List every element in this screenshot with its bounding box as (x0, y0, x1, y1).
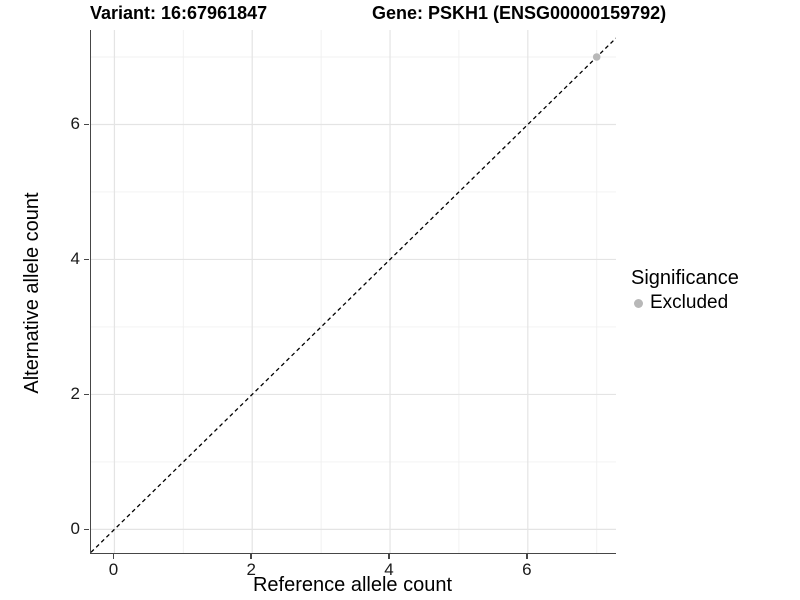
legend-item-excluded: Excluded (631, 292, 739, 314)
chart-title-variant: Variant: 16:67961847 (90, 3, 268, 23)
x-tick-label: 0 (108, 560, 119, 579)
y-axis-tick (84, 393, 89, 396)
identity-dashed-line (91, 37, 616, 553)
x-tick-label: 2 (246, 560, 256, 579)
legend: Significance Excluded (631, 266, 739, 314)
x-tick-label: 4 (384, 560, 394, 579)
y-axis-tick (84, 123, 89, 126)
y-axis-title: Alternative allele count (21, 192, 43, 394)
x-axis-title: Reference allele count (252, 574, 452, 596)
y-axis-tick (84, 528, 89, 531)
y-axis-tick (84, 258, 89, 261)
data-point-excluded (592, 53, 601, 61)
legend-point-icon (634, 298, 643, 308)
legend-item-label: Excluded (650, 292, 729, 313)
x-axis-tick (250, 554, 252, 559)
x-tick-label: 6 (522, 560, 532, 579)
y-tick-label: 4 (70, 249, 80, 269)
y-tick-label: 0 (70, 519, 80, 539)
plot-panel (90, 30, 616, 554)
y-tick-label: 2 (70, 384, 80, 404)
x-axis-tick (112, 554, 115, 559)
y-tick-label: 6 (70, 114, 80, 134)
legend-title: Significance (631, 267, 739, 289)
x-axis-tick (526, 554, 528, 559)
panel-canvas (91, 30, 616, 553)
chart-title-gene: Gene: PSKH1 (ENSG00000159792) (372, 3, 667, 23)
x-axis-tick (388, 554, 390, 559)
